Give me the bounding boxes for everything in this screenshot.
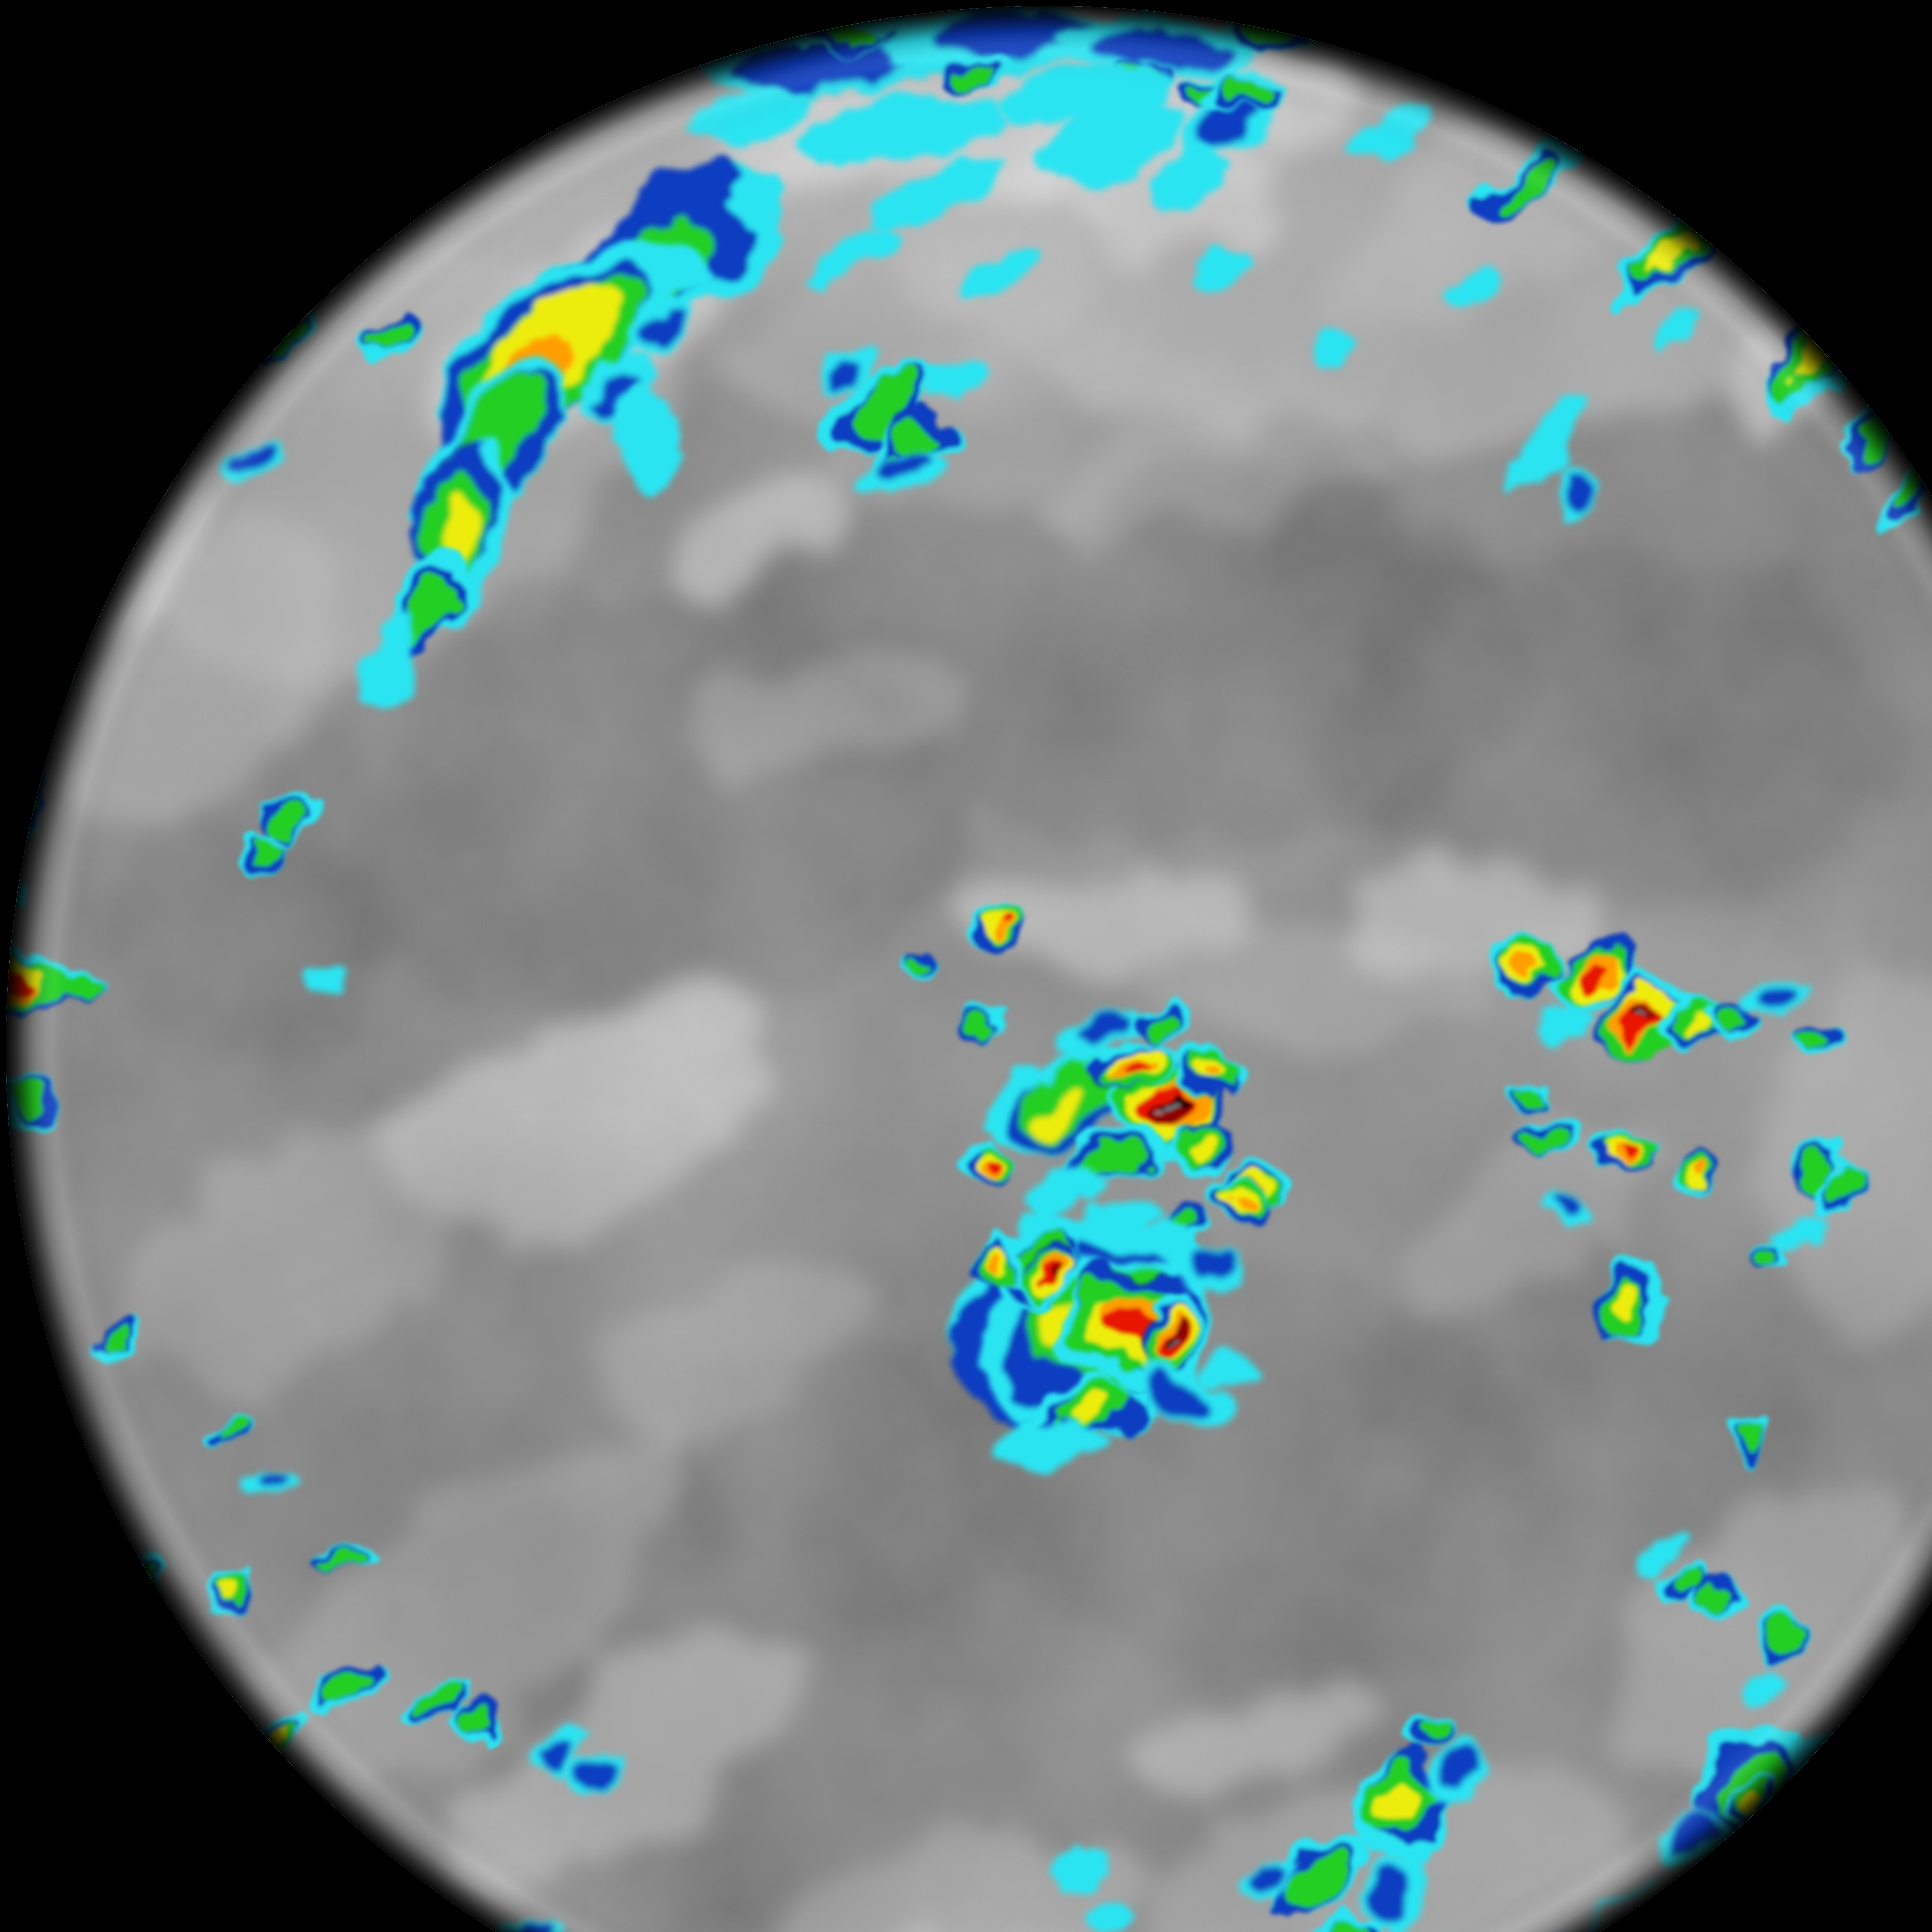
satellite-full-disk-image [0,0,1932,1932]
earth-disk-canvas [0,0,1932,1932]
